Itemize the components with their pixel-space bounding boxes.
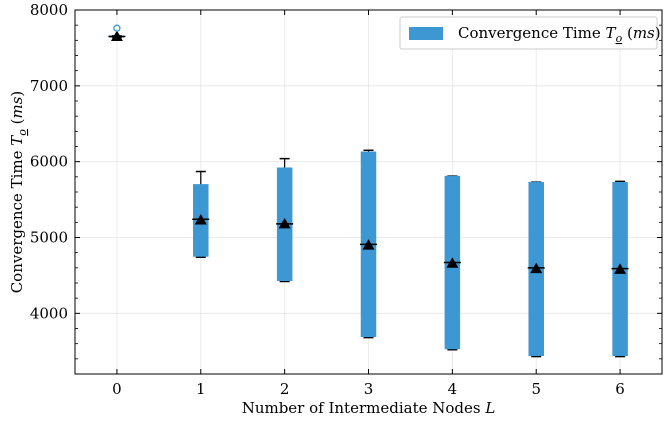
- box-group: [192, 170, 210, 258]
- box-group: [527, 181, 545, 358]
- x-axis-label: Number of Intermediate Nodes L: [242, 399, 496, 417]
- legend: Convergence Time To (ms): [399, 16, 661, 50]
- y-tick-label: 8000: [30, 1, 68, 19]
- x-tick-label: 5: [531, 380, 541, 398]
- mean-marker: [362, 239, 375, 250]
- axis-ticks: [75, 9, 662, 375]
- outlier-point: [113, 24, 121, 32]
- box-group: [443, 175, 461, 351]
- legend-frame: [399, 16, 658, 50]
- y-tick-label: 7000: [30, 77, 68, 95]
- legend-swatch: [409, 27, 443, 40]
- y-axis-label: Convergence Time To (ms): [8, 91, 29, 294]
- x-tick-label: 2: [280, 380, 290, 398]
- x-tick-label: 3: [364, 380, 374, 398]
- mean-marker: [530, 262, 543, 274]
- box-group: [611, 180, 629, 358]
- y-tick-label: 4000: [30, 304, 68, 322]
- axis-labels: 0 1 2 3 4 5 6 4000 5000 6000 7000 8000 Number of Int…: [8, 1, 625, 417]
- mean-marker: [278, 217, 291, 229]
- mean-marker: [194, 214, 207, 225]
- mean-marker: [110, 30, 123, 42]
- x-tick-label: 0: [112, 380, 122, 398]
- box-series: [108, 24, 629, 358]
- box-group: [360, 149, 377, 339]
- legend-box: Convergence Time To (ms): [399, 16, 661, 50]
- mean-marker: [446, 257, 459, 268]
- mean-marker: [614, 263, 627, 274]
- y-tick-label: 5000: [30, 229, 68, 247]
- box-group: [108, 24, 126, 42]
- box-group: [276, 157, 294, 283]
- y-tick-label: 6000: [30, 153, 68, 171]
- x-tick-label: 6: [615, 380, 625, 398]
- legend-entry-label: Convergence Time To (ms): [458, 24, 661, 45]
- x-tick-label: 1: [196, 380, 206, 398]
- x-tick-label: 4: [448, 380, 458, 398]
